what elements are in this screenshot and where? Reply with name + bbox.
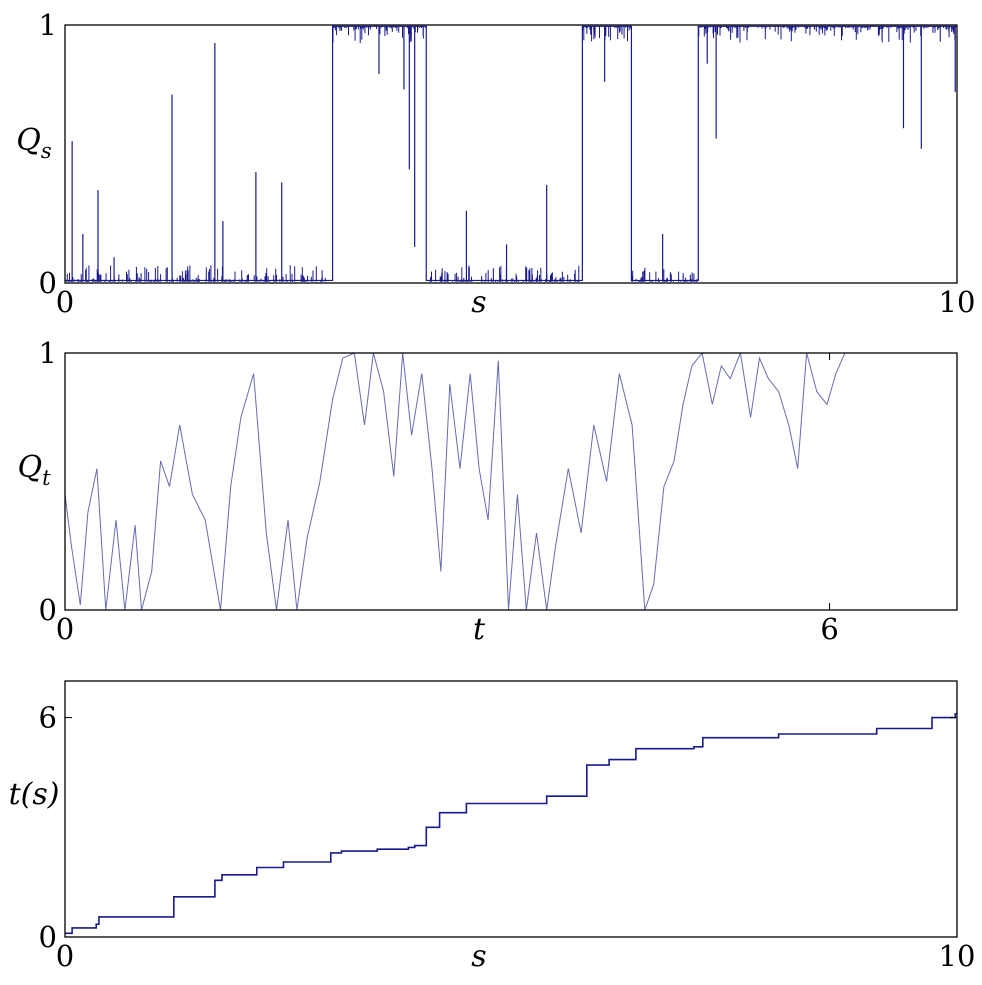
series-line bbox=[65, 353, 846, 610]
x-tick-label: 10 bbox=[939, 285, 976, 319]
y-axis-label: Qs bbox=[16, 123, 52, 163]
x-tick-label: 0 bbox=[56, 285, 74, 319]
panel-ts: 0 10 0 6 t(s) s bbox=[9, 680, 976, 974]
series-line bbox=[65, 25, 957, 282]
x-axis-label: s bbox=[471, 285, 486, 320]
panel-qs: 0 10 0 1 Qs s bbox=[16, 8, 975, 320]
series-line bbox=[65, 713, 957, 935]
panel-qt: 0 6 0 1 Qt t bbox=[17, 336, 958, 647]
x-axis-label: s bbox=[471, 939, 486, 974]
plot-area bbox=[65, 353, 846, 610]
axes-frame bbox=[64, 352, 958, 611]
x-tick-label: 6 bbox=[820, 612, 838, 646]
y-tick-label: 1 bbox=[39, 8, 57, 42]
y-tick-label: 0 bbox=[39, 920, 57, 954]
noise-marks bbox=[65, 26, 956, 282]
x-tick-label: 10 bbox=[939, 939, 976, 973]
y-tick-label: 1 bbox=[39, 336, 57, 370]
x-tick-label: 0 bbox=[56, 939, 74, 973]
y-tick-label: 6 bbox=[39, 701, 57, 735]
axes-frame bbox=[64, 680, 958, 938]
y-tick-label: 0 bbox=[39, 593, 57, 627]
x-axis-label: t bbox=[473, 612, 486, 647]
y-tick-label: 0 bbox=[39, 266, 57, 300]
y-axis-label: Qt bbox=[17, 450, 51, 490]
axes-frame bbox=[64, 24, 958, 284]
plot-area bbox=[65, 713, 957, 935]
plot-area bbox=[65, 25, 957, 282]
x-tick-label: 0 bbox=[56, 612, 74, 646]
y-axis-label: t(s) bbox=[9, 777, 60, 812]
